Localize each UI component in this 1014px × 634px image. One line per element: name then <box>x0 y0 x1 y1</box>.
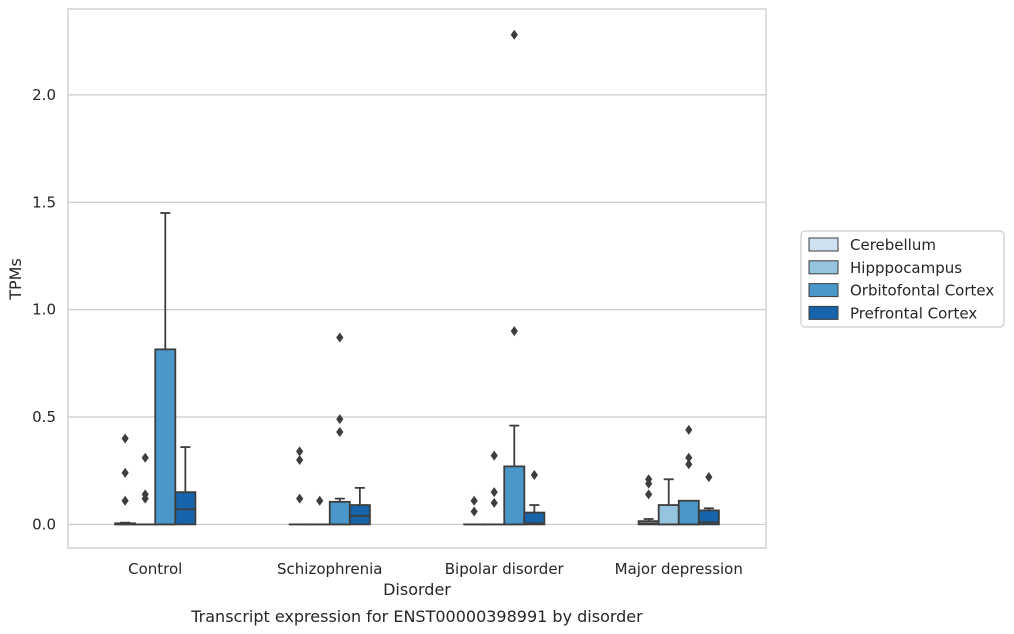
outlier-point <box>685 459 693 470</box>
box-cerebellum <box>114 433 137 526</box>
x-tick-label: Major depression <box>615 560 743 578</box>
y-axis-label: TPMs <box>6 258 25 301</box>
outlier-point <box>141 452 149 463</box>
box-iqr <box>523 511 546 526</box>
outlier-point <box>685 424 693 435</box>
box-prefrontal-cortex <box>174 446 197 526</box>
outlier-point <box>470 495 478 506</box>
legend-label: Orbitofontal Cortex <box>850 282 994 300</box>
outlier-point <box>470 506 478 517</box>
x-tick-labels: Control Schizophrenia Bipolar disorder Majo… <box>128 560 743 578</box>
box-cerebellum <box>463 495 486 526</box>
y-tick-label: 1.5 <box>32 193 56 211</box>
box-iqr <box>503 465 526 526</box>
box-prefrontal-cortex <box>697 472 720 526</box>
box-cerebellum <box>637 474 660 526</box>
legend-label: Hipppocampus <box>850 259 962 277</box>
x-axis-label: Disorder <box>383 580 451 599</box>
box-hipppocampus <box>308 495 331 526</box>
box-iqr <box>154 348 177 526</box>
box-orbitofontal-cortex <box>677 424 700 526</box>
legend-swatch <box>808 305 839 320</box>
outlier-point <box>121 433 129 444</box>
outlier-point <box>336 332 344 343</box>
outlier-point <box>296 454 304 465</box>
box-iqr <box>348 504 371 526</box>
legend-label: Cerebellum <box>850 236 936 254</box>
x-tick-label: Control <box>128 560 182 578</box>
y-tick-label: 1.0 <box>32 301 56 319</box>
outlier-point <box>510 29 518 40</box>
outlier-point <box>645 474 653 485</box>
legend-swatch <box>808 283 839 298</box>
outlier-point <box>530 469 538 480</box>
box-hipppocampus <box>483 450 506 526</box>
outlier-point <box>490 450 498 461</box>
outlier-point <box>121 467 129 478</box>
x-tick-label: Bipolar disorder <box>445 560 565 578</box>
y-tick-label: 2.0 <box>32 86 56 104</box>
outlier-point <box>510 326 518 337</box>
box-iqr <box>677 499 700 526</box>
legend-label: Prefrontal Cortex <box>850 304 977 322</box>
box-hipppocampus <box>134 452 157 526</box>
outlier-point <box>336 414 344 425</box>
outlier-point <box>141 489 149 500</box>
box-orbitofontal-cortex <box>503 29 526 526</box>
outlier-point <box>705 472 713 483</box>
plot-frame <box>67 8 767 549</box>
legend-frame <box>800 230 1005 328</box>
box-iqr <box>328 500 351 526</box>
box-cerebellum <box>288 446 311 526</box>
outlier-point <box>296 493 304 504</box>
boxes <box>114 29 720 526</box>
y-tick-labels: 0.0 0.5 1.0 1.5 2.0 <box>32 86 56 533</box>
outlier-point <box>121 495 129 506</box>
legend-swatch <box>808 260 839 275</box>
chart-title: Transcript expression for ENST0000039899… <box>190 607 643 626</box>
legend-swatch <box>808 237 839 252</box>
box-prefrontal-cortex <box>523 469 546 526</box>
outlier-point <box>336 427 344 438</box>
box-prefrontal-cortex <box>348 486 371 526</box>
box-iqr <box>657 504 680 526</box>
box-hipppocampus <box>657 478 680 526</box>
box-orbitofontal-cortex <box>154 212 177 526</box>
x-tick-label: Schizophrenia <box>277 560 382 578</box>
legend: Cerebellum Hipppocampus Orbitofontal Corte… <box>800 230 1005 328</box>
y-tick-label: 0.5 <box>32 408 56 426</box>
outlier-point <box>316 495 324 506</box>
outlier-point <box>490 487 498 498</box>
outlier-point <box>490 497 498 508</box>
outlier-point <box>296 446 304 457</box>
y-tick-label: 0.0 <box>32 515 56 533</box>
box-iqr <box>697 509 720 526</box>
outlier-point <box>685 452 693 463</box>
outlier-point <box>645 489 653 500</box>
box-orbitofontal-cortex <box>328 332 351 526</box>
box-iqr <box>174 491 197 526</box>
